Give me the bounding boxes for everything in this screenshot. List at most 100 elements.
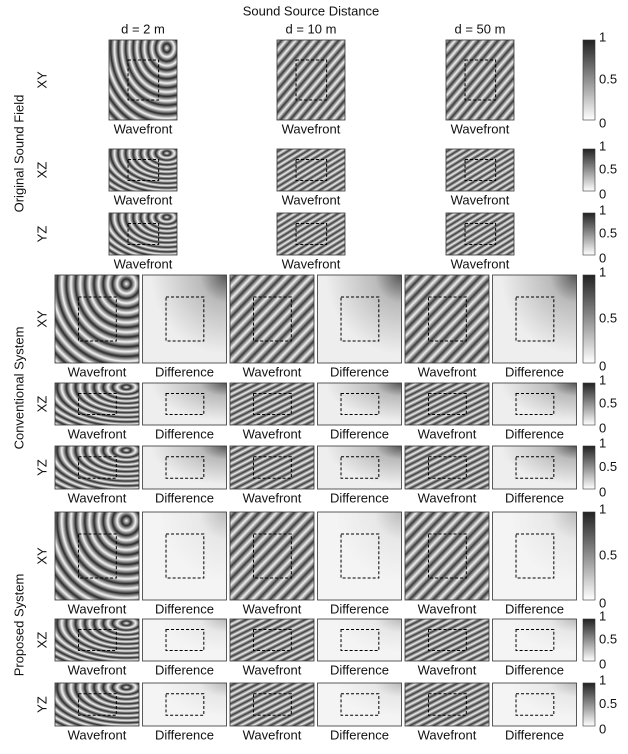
field-image [143,275,227,363]
colorbar-tick: 0.5 [599,395,617,410]
field-image [318,512,402,600]
image-caption: Wavefront [68,364,127,379]
image-caption: Difference [155,364,214,379]
colorbar-tick: 0 [599,484,606,499]
field-image [230,683,314,726]
colorbar-tick: 1 [599,608,606,623]
colorbar-tick: 0 [599,358,606,373]
colorbar-tick: 0 [599,420,606,435]
row-label: YZ [34,226,49,243]
field-image [55,383,139,425]
image-caption: Difference [330,727,389,742]
image-caption: Wavefront [418,490,477,505]
field-image [318,619,402,661]
colorbar [583,213,595,255]
field-image [230,383,314,425]
field-image [277,149,345,191]
field-image [55,275,139,363]
column-header: d = 50 m [455,21,506,36]
colorbar [583,619,595,661]
colorbar-tick: 0.5 [599,696,617,711]
figure: Sound Source Distance d = 2 md = 10 md =… [0,0,628,749]
colorbar [583,383,595,425]
row-label: XY [34,310,49,328]
field-image [446,40,514,120]
field-image [55,512,139,600]
colorbar-tick: 0.5 [599,310,617,325]
figure-title: Sound Source Distance [243,3,380,18]
colorbar-tick: 1 [599,29,606,44]
colorbar [583,149,595,191]
field-image [446,213,514,255]
image-caption: Difference [155,662,214,677]
image-caption: Difference [155,426,214,441]
image-caption: Wavefront [114,192,173,207]
colorbar-tick: 1 [599,501,606,516]
colorbar-tick: 0 [599,186,606,201]
image-caption: Wavefront [243,601,302,616]
image-caption: Wavefront [418,662,477,677]
row-label: YZ [34,696,49,713]
image-caption: Difference [155,601,214,616]
row-label: XZ [34,162,49,179]
colorbar-tick: 0.5 [599,459,617,474]
colorbar [583,275,595,363]
colorbar-tick: 1 [599,435,606,450]
colorbar-tick: 0.5 [599,225,617,240]
image-caption: Difference [505,601,564,616]
colorbar-tick: 0.5 [599,547,617,562]
image-caption: Wavefront [451,256,510,271]
field-image [446,149,514,191]
colorbar-tick: 0.5 [599,161,617,176]
image-caption: Wavefront [418,426,477,441]
field-image [230,619,314,661]
image-caption: Wavefront [282,192,341,207]
field-image [109,213,177,255]
image-caption: Difference [505,490,564,505]
colorbar-tick: 0 [599,115,606,130]
image-caption: Wavefront [114,256,173,271]
image-caption: Wavefront [451,121,510,136]
image-caption: Wavefront [243,662,302,677]
colorbar [583,683,595,726]
colorbar-tick: 0 [599,250,606,265]
field-image [143,446,227,489]
image-caption: Wavefront [68,490,127,505]
image-caption: Wavefront [282,256,341,271]
image-caption: Difference [505,364,564,379]
field-image [55,619,139,661]
field-image [143,383,227,425]
image-caption: Wavefront [243,490,302,505]
image-caption: Difference [330,490,389,505]
column-header: d = 10 m [286,21,337,36]
field-image [318,683,402,726]
field-image [318,275,402,363]
field-image [55,683,139,726]
field-image [405,383,489,425]
colorbar-tick: 1 [599,672,606,687]
field-image [143,683,227,726]
field-image [143,512,227,600]
field-image [318,446,402,489]
image-caption: Wavefront [243,364,302,379]
image-caption: Wavefront [418,601,477,616]
image-caption: Wavefront [451,192,510,207]
image-caption: Difference [505,426,564,441]
colorbar-tick: 1 [599,138,606,153]
image-caption: Wavefront [68,601,127,616]
image-caption: Wavefront [418,364,477,379]
image-caption: Difference [155,727,214,742]
colorbar-tick: 1 [599,264,606,279]
row-label: XZ [34,632,49,649]
image-caption: Wavefront [243,727,302,742]
group-label: Proposed System [11,574,26,677]
field-image [405,619,489,661]
image-caption: Wavefront [68,426,127,441]
colorbar-tick: 1 [599,202,606,217]
group-label: Conventional System [11,327,26,450]
row-label: XZ [34,396,49,413]
colorbar-tick: 0 [599,656,606,671]
field-image [493,275,577,363]
colorbar [583,446,595,489]
field-image [277,213,345,255]
